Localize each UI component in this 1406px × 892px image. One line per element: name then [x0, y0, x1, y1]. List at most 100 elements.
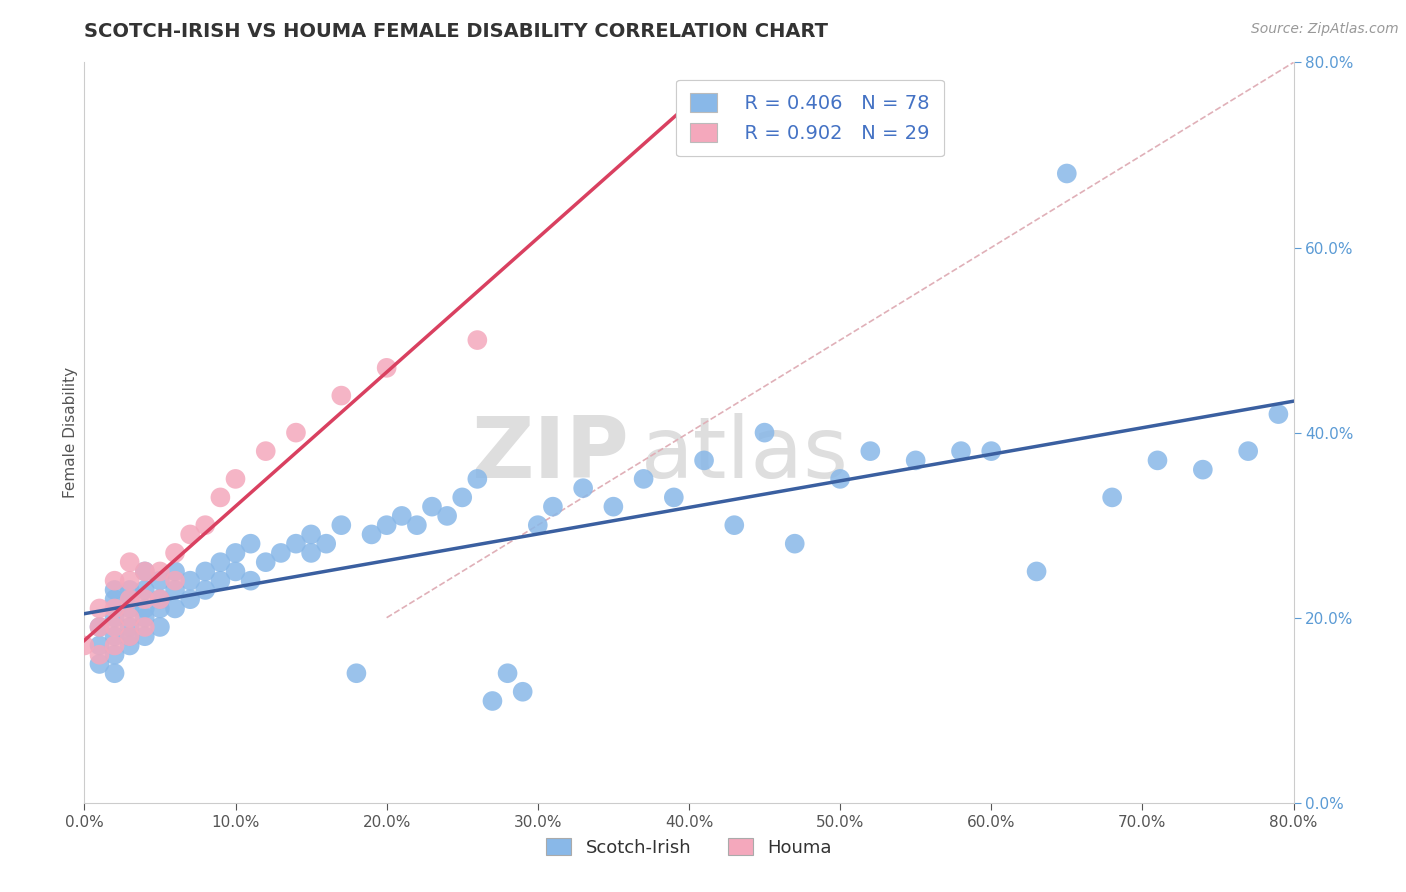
Point [980, 444, 1002, 458]
Point [104, 574, 127, 588]
Point [254, 555, 277, 569]
Point [89, 639, 111, 653]
Point [89, 620, 111, 634]
Point [118, 555, 141, 569]
Point [118, 639, 141, 653]
Point [239, 536, 262, 550]
Point [89, 648, 111, 662]
Point [830, 472, 852, 486]
Point [467, 333, 489, 347]
Point [149, 601, 172, 615]
Point [481, 694, 503, 708]
Point [104, 648, 127, 662]
Point [134, 620, 156, 634]
Point [149, 574, 172, 588]
Point [285, 425, 308, 440]
Point [118, 620, 141, 634]
Point [104, 601, 127, 615]
Point [134, 629, 156, 643]
Point [179, 527, 201, 541]
Point [118, 574, 141, 588]
Point [1146, 453, 1168, 467]
Point [254, 444, 277, 458]
Point [104, 592, 127, 607]
Point [149, 620, 172, 634]
Point [527, 518, 550, 533]
Text: ZIP: ZIP [471, 413, 628, 496]
Point [375, 360, 398, 375]
Point [225, 472, 247, 486]
Point [299, 527, 322, 541]
Point [360, 527, 382, 541]
Point [783, 536, 806, 550]
Point [194, 582, 217, 597]
Point [165, 546, 187, 560]
Point [149, 565, 172, 579]
Point [209, 491, 232, 505]
Point [572, 481, 595, 495]
Point [165, 565, 187, 579]
Point [104, 666, 127, 681]
Point [104, 582, 127, 597]
Point [89, 657, 111, 671]
Point [285, 536, 308, 550]
Point [1101, 491, 1123, 505]
Point [118, 592, 141, 607]
Point [723, 518, 745, 533]
Point [134, 592, 156, 607]
Text: atlas: atlas [641, 413, 849, 496]
Point [209, 555, 232, 569]
Point [194, 565, 217, 579]
Point [104, 620, 127, 634]
Point [179, 574, 201, 588]
Point [496, 666, 519, 681]
Point [633, 472, 655, 486]
Point [194, 518, 217, 533]
Point [1192, 462, 1215, 476]
Point [134, 601, 156, 615]
Point [904, 453, 927, 467]
Point [89, 620, 111, 634]
Point [165, 582, 187, 597]
Point [420, 500, 443, 514]
Point [467, 472, 489, 486]
Point [1267, 407, 1289, 421]
Point [118, 629, 141, 643]
Point [165, 601, 187, 615]
Point [859, 444, 882, 458]
Point [149, 592, 172, 607]
Point [315, 536, 337, 550]
Point [1237, 444, 1260, 458]
Point [165, 574, 187, 588]
Point [330, 388, 353, 402]
Point [512, 685, 534, 699]
Point [330, 518, 353, 533]
Point [1056, 166, 1078, 180]
Point [118, 610, 141, 624]
Point [391, 508, 413, 523]
Point [451, 491, 474, 505]
Point [118, 592, 141, 607]
Legend:   R = 0.406   N = 78,   R = 0.902   N = 29: R = 0.406 N = 78, R = 0.902 N = 29 [676, 79, 943, 156]
Point [134, 565, 156, 579]
Y-axis label: Female Disability: Female Disability [63, 367, 77, 499]
Point [602, 500, 624, 514]
Point [754, 425, 776, 440]
Point [375, 518, 398, 533]
Point [104, 639, 127, 653]
Text: Source: ZipAtlas.com: Source: ZipAtlas.com [1251, 22, 1399, 37]
Point [104, 629, 127, 643]
Point [89, 601, 111, 615]
Point [225, 565, 247, 579]
Point [346, 666, 368, 681]
Point [73, 639, 96, 653]
Point [118, 582, 141, 597]
Point [209, 574, 232, 588]
Point [299, 546, 322, 560]
Point [1025, 565, 1047, 579]
Point [270, 546, 292, 560]
Point [406, 518, 429, 533]
Point [134, 582, 156, 597]
Point [104, 610, 127, 624]
Point [118, 601, 141, 615]
